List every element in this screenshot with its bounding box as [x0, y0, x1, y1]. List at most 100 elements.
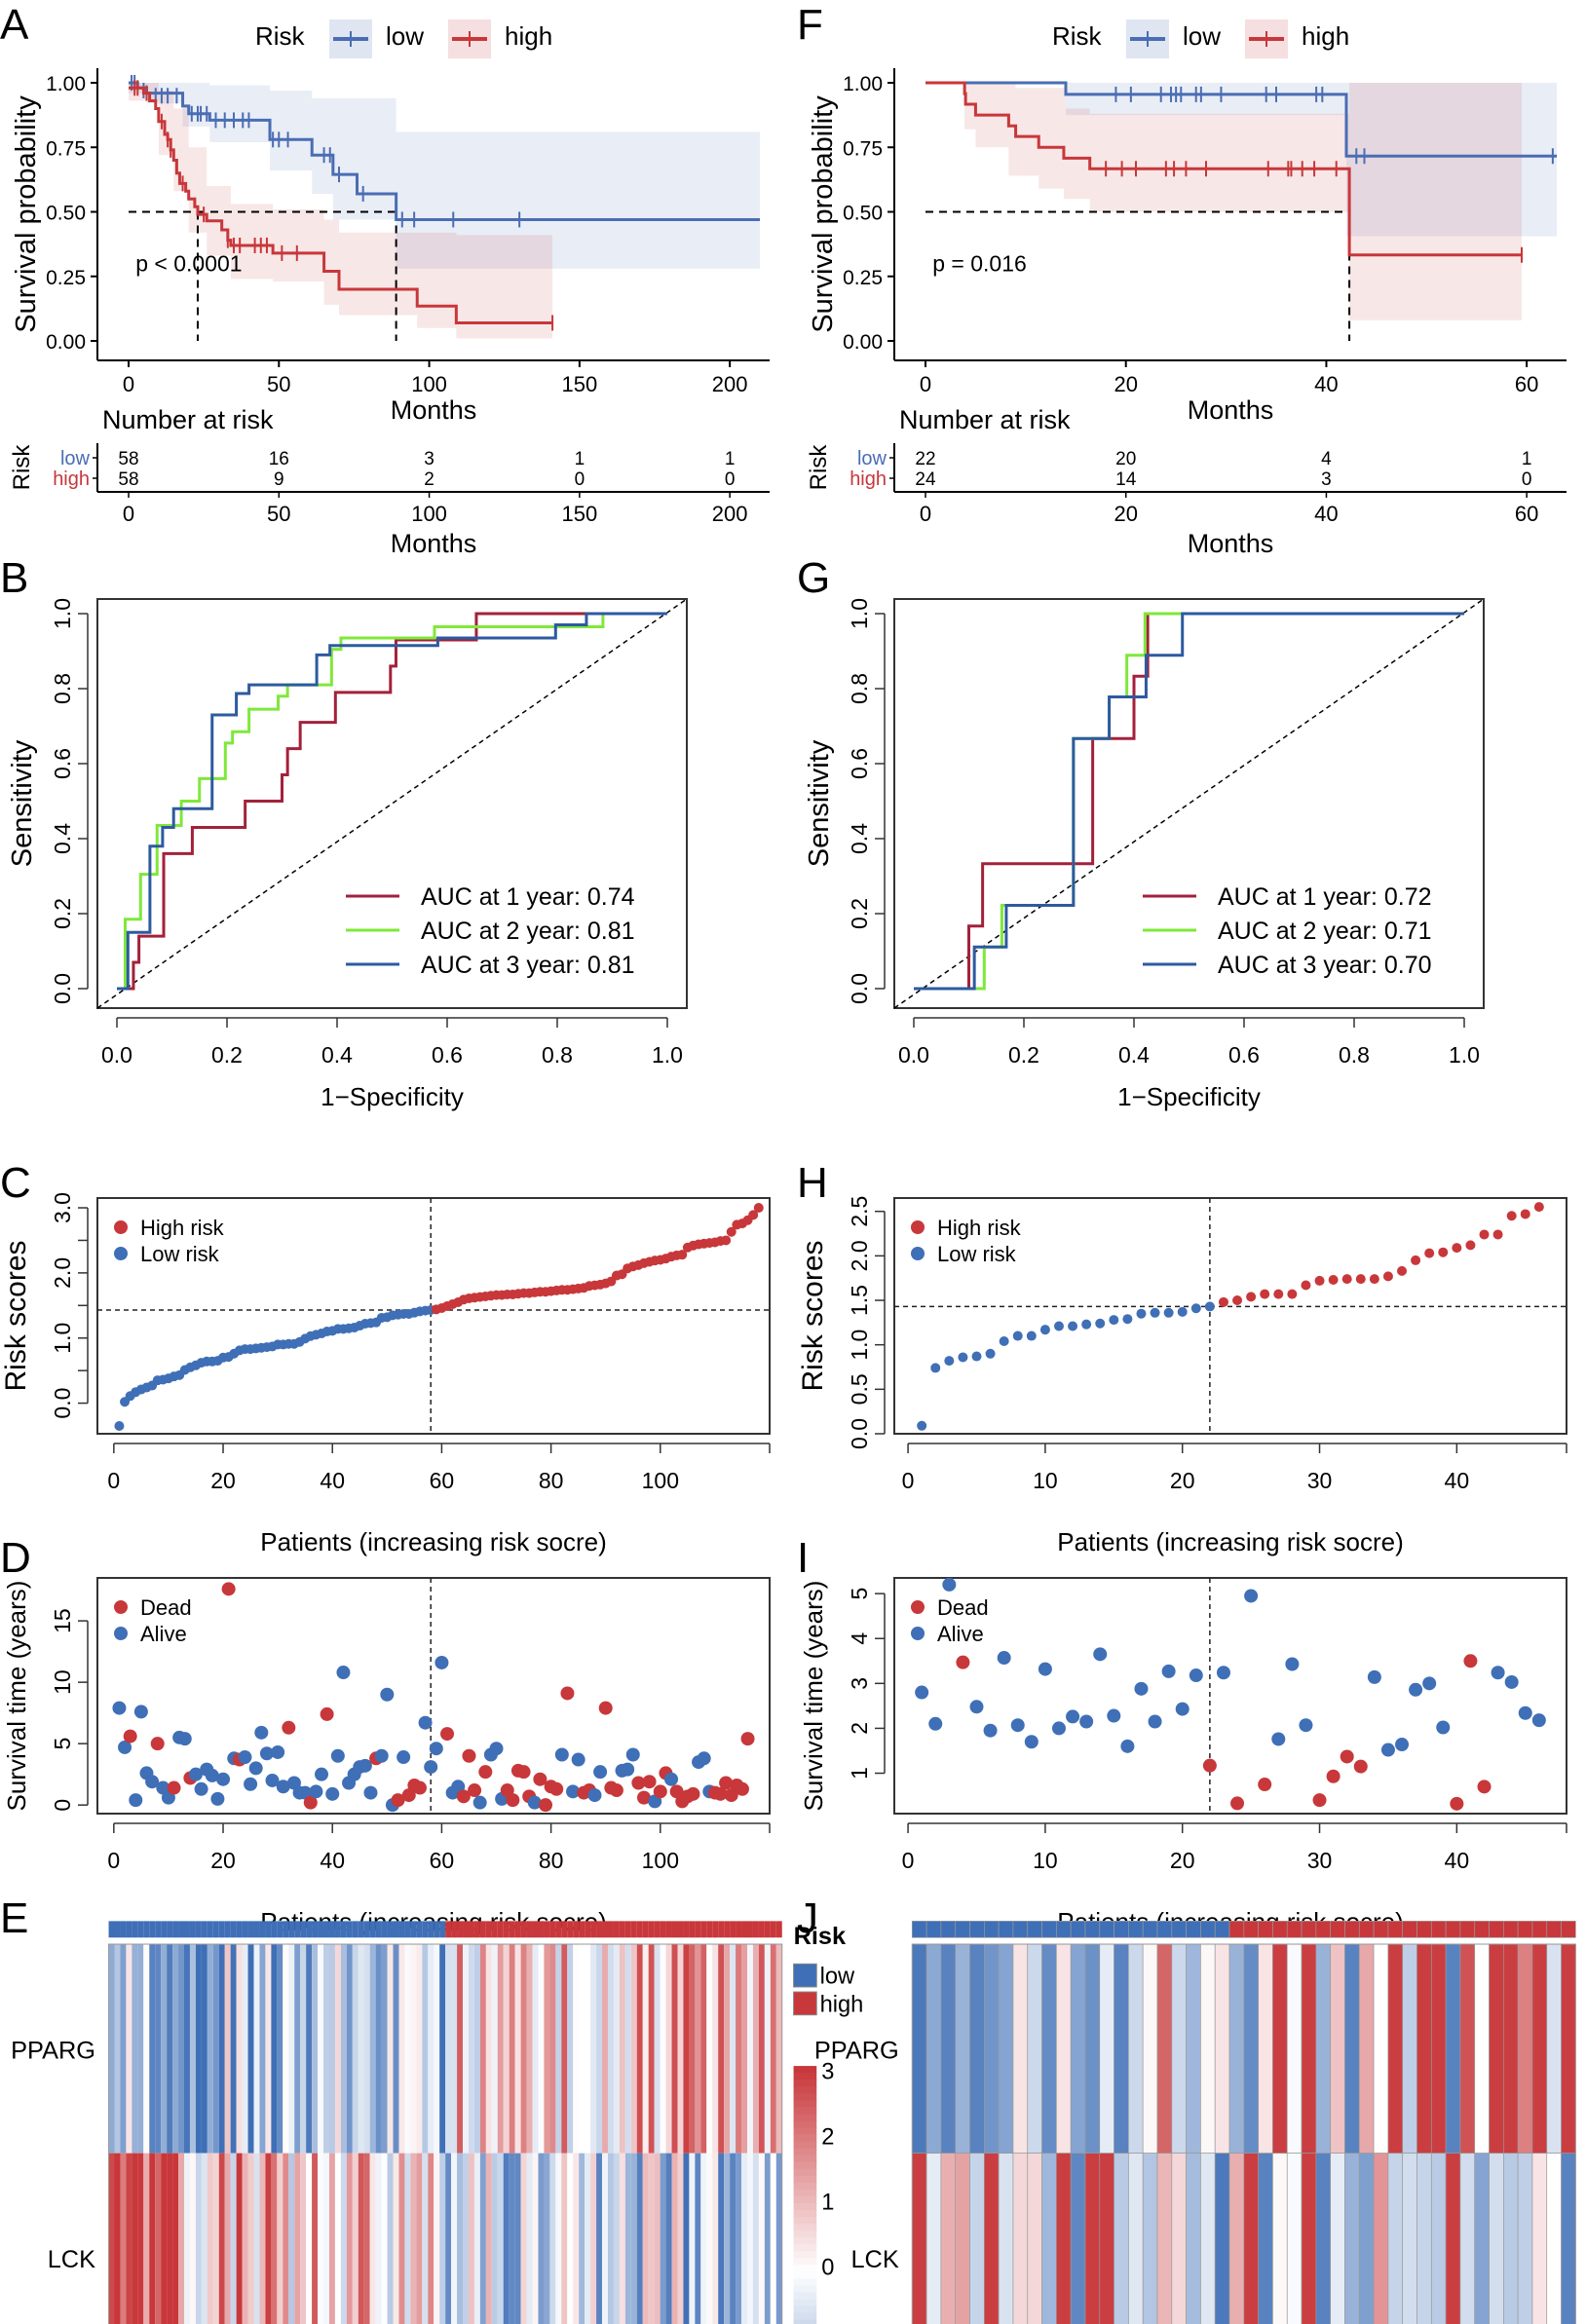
- heatmap-cell-pparg: [1056, 1943, 1072, 2154]
- risk-annotation-cell: [1012, 1921, 1029, 1938]
- heatmap-cell-lck: [555, 2153, 562, 2324]
- heatmap-cell-pparg: [730, 1944, 736, 2154]
- risk-annotation-cell: [253, 1921, 260, 1938]
- heatmap-cell-pparg: [479, 1944, 486, 2154]
- low-risk-point: [1039, 1325, 1050, 1335]
- alive-point: [434, 1655, 449, 1669]
- alive-point: [254, 1725, 269, 1740]
- heatmap-cell-lck: [288, 2153, 295, 2324]
- legend: Risk low high: [255, 19, 552, 58]
- alive-point: [1038, 1662, 1052, 1676]
- color-scale-label: 1: [821, 2191, 834, 2216]
- low-risk-point: [1068, 1321, 1078, 1331]
- heatmap-cell-lck: [619, 2153, 625, 2324]
- heatmap-cell-lck: [363, 2153, 370, 2324]
- color-scale-segment: [793, 2086, 817, 2095]
- heatmap-cell-pparg: [585, 1944, 591, 2154]
- alive-point: [336, 1666, 351, 1680]
- heatmap-cell-pparg: [911, 1943, 927, 2154]
- alive-point: [472, 1795, 487, 1810]
- heatmap-cell-lck: [718, 2153, 725, 2324]
- roc-curve-3: [914, 612, 1464, 991]
- x-tick-label: 60: [430, 1848, 455, 1873]
- risk-annotation-cell: [167, 1921, 173, 1938]
- risk-annotation-cell: [212, 1921, 219, 1938]
- x-tick-label: 80: [539, 1848, 564, 1873]
- risk-table-x-tick-label: 60: [1515, 502, 1538, 526]
- alive-point: [527, 1795, 542, 1810]
- heatmap-cell-lck: [468, 2153, 474, 2324]
- alive-point: [244, 1777, 258, 1791]
- y-tick-label: 10: [50, 1669, 75, 1695]
- risk-annotation-cell: [648, 1921, 655, 1938]
- risk-table-title: Number at risk: [899, 405, 1071, 434]
- color-scale-segment: [793, 2168, 817, 2177]
- heatmap-cell-lck: [381, 2153, 388, 2324]
- risk-annotation-cell: [352, 1921, 359, 1938]
- heatmap-cell-pparg: [1070, 1943, 1086, 2154]
- heatmap-cell-pparg: [114, 1944, 121, 2154]
- alive-point: [1120, 1739, 1135, 1753]
- alive-point: [1436, 1720, 1451, 1735]
- risk-annotation-cell: [724, 1921, 731, 1938]
- heatmap-cell-pparg: [1387, 1943, 1404, 2154]
- y-axis-title: Risk scores: [0, 1240, 32, 1391]
- alive-point: [915, 1685, 929, 1700]
- y-tick-label: 0.0: [50, 973, 75, 1004]
- heatmap-cell-lck: [178, 2153, 185, 2324]
- heatmap-cell-lck: [451, 2153, 458, 2324]
- risk-annotation-cell: [312, 1921, 319, 1938]
- y-tick-label: 0.6: [847, 748, 872, 779]
- risk-annotation-cell: [706, 1921, 713, 1938]
- y-tick-label: 0.25: [843, 267, 883, 289]
- plot-frame: [893, 1197, 1567, 1435]
- risk-annotation-cell: [479, 1921, 486, 1938]
- y-tick-label: 0.0: [847, 1418, 872, 1449]
- alive-point: [238, 1750, 252, 1765]
- heatmap-cell-lck: [352, 2153, 359, 2324]
- panel-letter-e: E: [0, 1894, 29, 1942]
- heatmap-cell-lck: [224, 2153, 231, 2324]
- color-scale-segment: [793, 2114, 817, 2122]
- risk-annotation-cell: [1344, 1921, 1360, 1938]
- color-scale-segment: [793, 2195, 817, 2204]
- heatmap-cell-lck: [247, 2153, 254, 2324]
- risk-table-x-title: Months: [391, 529, 477, 558]
- heatmap-cell-lck: [485, 2153, 492, 2324]
- heatmap-cell-lck: [422, 2153, 429, 2324]
- heatmap-cell-lck: [1315, 2153, 1332, 2324]
- roc-curve-2: [117, 612, 667, 991]
- heatmap-cell-pparg: [451, 1944, 458, 2154]
- heatmap-cell-lck: [648, 2153, 655, 2324]
- heatmap-cell-lck: [613, 2153, 620, 2324]
- alive-point: [129, 1793, 143, 1808]
- dead-point: [636, 1790, 651, 1805]
- heatmap-cell-lck: [108, 2153, 115, 2324]
- heatmap-cell-lck: [1186, 2153, 1201, 2324]
- risk-annotation-cell: [428, 1921, 434, 1938]
- y-tick-label: 5: [50, 1738, 75, 1750]
- x-tick-label: 40: [320, 1848, 345, 1873]
- y-tick-label: 0.8: [50, 673, 75, 704]
- heatmap-cell-pparg: [149, 1944, 156, 2154]
- heatmap-cell-pparg: [1301, 1943, 1317, 2154]
- legend-marker-0: [911, 1220, 925, 1234]
- heatmap-cell-pparg: [410, 1944, 417, 2154]
- color-scale-segment: [793, 2093, 817, 2102]
- heatmap-cell-lck: [428, 2153, 434, 2324]
- heatmap-cell-pparg: [363, 1944, 370, 2154]
- dead-point: [456, 1789, 471, 1804]
- high-risk-point: [753, 1203, 764, 1214]
- risk-table-cell: 1: [725, 449, 736, 469]
- heatmap-cell-lck: [1358, 2153, 1375, 2324]
- heatmap-cell-lck: [1546, 2153, 1562, 2324]
- alive-point: [309, 1784, 323, 1799]
- heatmap-cell-pparg: [654, 1944, 661, 2154]
- risk-annotation-cell: [526, 1921, 533, 1938]
- risk-annotation-cell: [422, 1921, 429, 1938]
- risk-table-row-label-high: high: [53, 469, 90, 490]
- y-tick-label: 2.0: [847, 1240, 872, 1271]
- x-tick-label: 0.2: [1008, 1042, 1039, 1068]
- risk-annotation-cell: [410, 1921, 417, 1938]
- heatmap-cell-lck: [1272, 2153, 1288, 2324]
